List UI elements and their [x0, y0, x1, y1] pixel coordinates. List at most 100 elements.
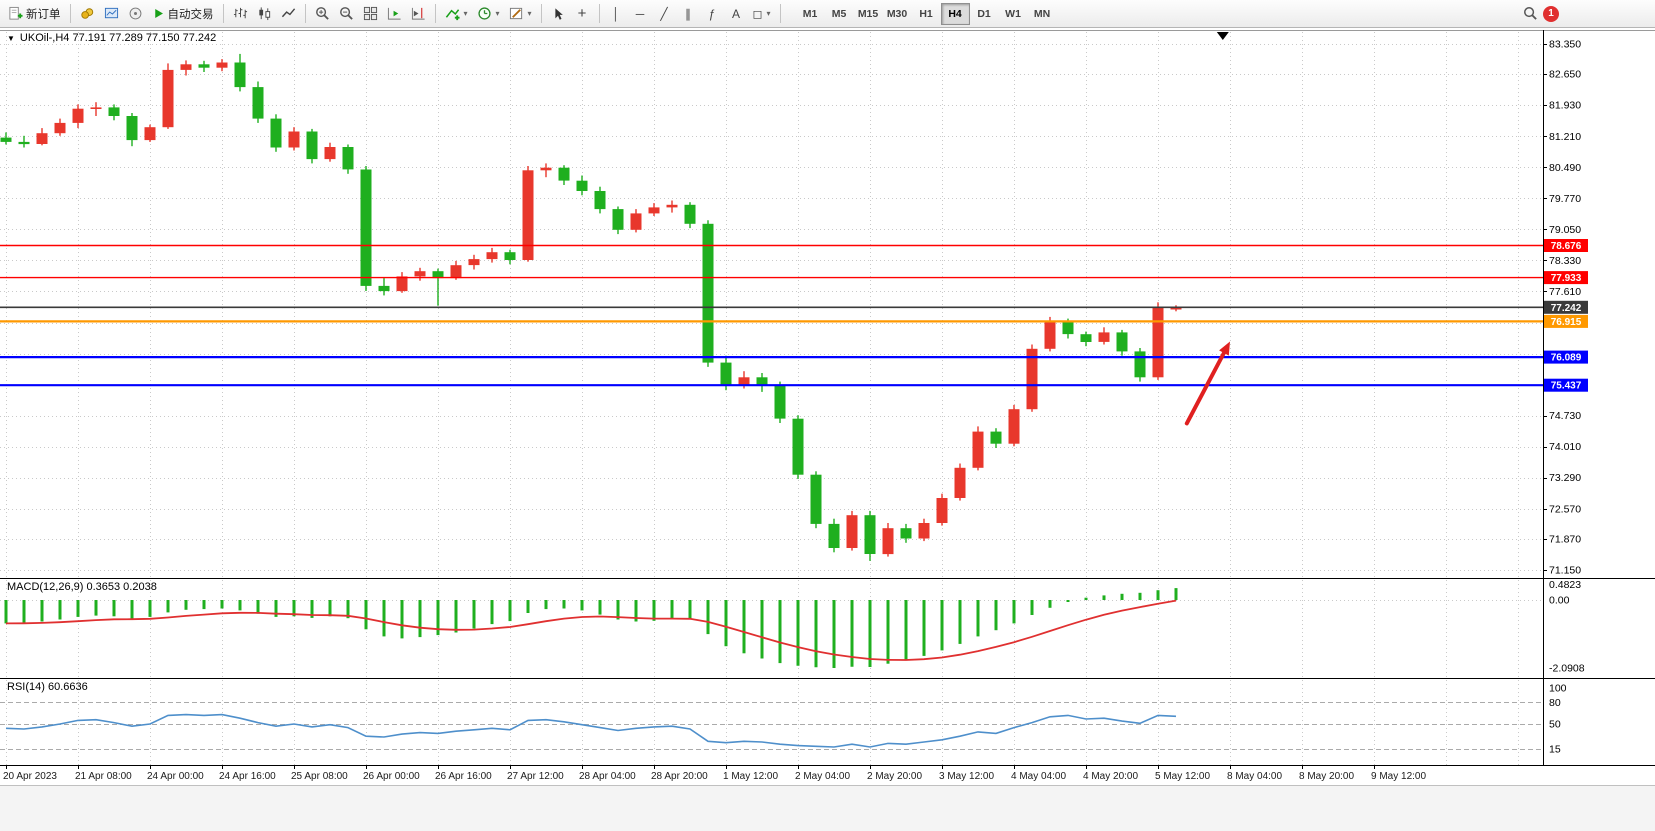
market-watch-button[interactable] [76, 3, 99, 25]
candle-body [450, 265, 462, 279]
shapes-tool-button[interactable]: ◻ ▾ [749, 3, 775, 25]
line-chart-button[interactable] [277, 3, 300, 25]
auto-trading-button[interactable]: 自动交易 [148, 3, 218, 25]
svg-text:72.570: 72.570 [1549, 503, 1581, 515]
svg-text:8 May 20:00: 8 May 20:00 [1299, 771, 1354, 782]
fibonacci-tool-button[interactable]: ƒ [701, 3, 724, 25]
notification-badge[interactable]: 1 [1543, 5, 1559, 22]
svg-text:74.010: 74.010 [1549, 441, 1581, 453]
svg-text:27 Apr 12:00: 27 Apr 12:00 [507, 771, 564, 782]
price-tag-78.676[interactable] [1544, 239, 1588, 252]
chart-shift-marker[interactable] [1216, 32, 1229, 40]
price-tag-76.915[interactable] [1544, 314, 1588, 328]
candle-body [396, 276, 408, 292]
svg-text:75.437: 75.437 [1551, 381, 1582, 392]
price-axis: 83.350 82.650 81.930 81.210 80.490 79.770 79.0… [1543, 39, 1585, 756]
zoom-out-icon [339, 7, 353, 20]
candle-body [954, 467, 966, 498]
tile-windows-icon [363, 6, 377, 21]
timeframe-mn-button[interactable]: MN [1033, 7, 1051, 20]
candle-body [612, 209, 624, 230]
auto-scroll-button[interactable] [383, 3, 406, 25]
chart-area[interactable]: 83.350 82.650 81.930 81.210 80.490 79.770 79.0… [0, 28, 1655, 785]
horizontal-line-tool-button[interactable]: ─ [629, 3, 652, 25]
chart-shift-button[interactable] [407, 3, 430, 25]
candle-body [558, 167, 570, 181]
candle-body [684, 204, 696, 224]
search-button[interactable] [1519, 3, 1542, 25]
svg-text:5 May 12:00: 5 May 12:00 [1155, 771, 1210, 782]
zoom-in-icon [315, 7, 329, 20]
bar-chart-button[interactable] [229, 3, 252, 25]
svg-text:80.490: 80.490 [1549, 162, 1581, 174]
vertical-line-icon: │ [612, 6, 620, 21]
svg-text:9 May 12:00: 9 May 12:00 [1371, 771, 1426, 782]
candle-body [594, 191, 606, 210]
annotation-arrowhead[interactable] [1219, 341, 1230, 356]
macd-signal-line [5, 599, 1177, 661]
candle-body [198, 64, 210, 68]
annotation-arrow[interactable] [1184, 351, 1226, 426]
coins-icon [80, 8, 93, 19]
tile-windows-button[interactable] [359, 3, 382, 25]
svg-text:1 May 12:00: 1 May 12:00 [723, 771, 778, 782]
candle-body [846, 515, 858, 548]
zoom-in-button[interactable] [311, 3, 334, 25]
vertical-line-tool-button[interactable]: │ [605, 3, 628, 25]
toolbar-separator [222, 4, 224, 23]
candle-body [1026, 348, 1038, 410]
macd-histogram [4, 588, 1178, 668]
price-tag-77.933[interactable] [1544, 271, 1588, 285]
crosshair-button[interactable]: + [571, 3, 594, 25]
templates-button[interactable]: ▾ [505, 3, 536, 25]
candle-body [162, 69, 174, 128]
text-tool-button[interactable]: A [725, 3, 748, 25]
new-order-button[interactable]: 新订单 [4, 3, 65, 25]
svg-text:81.930: 81.930 [1549, 100, 1581, 112]
price-tags[interactable]: 78.676 77.933 77.242 76.915 76.089 75.437 [1544, 239, 1588, 392]
navigator-button[interactable] [124, 3, 147, 25]
candle-body [234, 62, 246, 88]
candles-layer [0, 53, 1182, 561]
cursor-button[interactable] [547, 3, 570, 25]
svg-text:77.242: 77.242 [1551, 303, 1582, 314]
horizontal-line-icon: ─ [635, 6, 645, 21]
indicators-button[interactable]: ▾ [441, 3, 472, 25]
chart-canvas[interactable]: 83.350 82.650 81.930 81.210 80.490 79.770 79.0… [0, 28, 1655, 785]
timeframe-m30-button[interactable]: M30 [886, 7, 908, 20]
candlestick-chart-button[interactable] [253, 3, 276, 25]
candle-body [864, 515, 876, 554]
chart-window-icon [104, 7, 118, 19]
candle-body [666, 204, 678, 208]
timeframe-m1-button[interactable]: M1 [802, 7, 818, 20]
svg-text:81.210: 81.210 [1549, 131, 1581, 143]
trendline-tool-button[interactable]: ╱ [653, 3, 676, 25]
price-tag-76.089[interactable] [1544, 350, 1588, 364]
timeframe-w1-button[interactable]: W1 [1005, 7, 1021, 20]
channel-tool-button[interactable]: ∥ [677, 3, 700, 25]
svg-text:2 May 20:00: 2 May 20:00 [867, 771, 922, 782]
svg-text:77.610: 77.610 [1549, 286, 1581, 298]
trendline-icon: ╱ [660, 6, 668, 21]
crosshair-icon: + [577, 5, 587, 22]
rsi-line [5, 713, 1177, 748]
candle-body [468, 259, 480, 266]
svg-text:2 May 04:00: 2 May 04:00 [795, 771, 850, 782]
svg-text:20 Apr 2023: 20 Apr 2023 [3, 771, 57, 782]
horizontal-lines[interactable] [0, 244, 1543, 387]
price-tag-77.242[interactable] [1544, 300, 1588, 314]
timeframe-d1-button[interactable]: D1 [977, 7, 991, 20]
data-window-button[interactable] [100, 3, 123, 25]
timeframe-m5-button[interactable]: M5 [831, 7, 847, 20]
timeframe-h1-button[interactable]: H1 [919, 7, 933, 20]
candle-body [216, 62, 228, 68]
zoom-out-button[interactable] [335, 3, 358, 25]
timeframe-h4-button[interactable]: H4 [940, 2, 970, 25]
timeframe-m15-button[interactable]: M15 [857, 7, 879, 20]
dropdown-caret-icon: ▾ [766, 9, 771, 18]
price-tag-75.437[interactable] [1544, 378, 1588, 392]
svg-text:50: 50 [1549, 719, 1561, 731]
new-order-label: 新订单 [26, 8, 61, 21]
periods-button[interactable]: ▾ [473, 3, 504, 25]
